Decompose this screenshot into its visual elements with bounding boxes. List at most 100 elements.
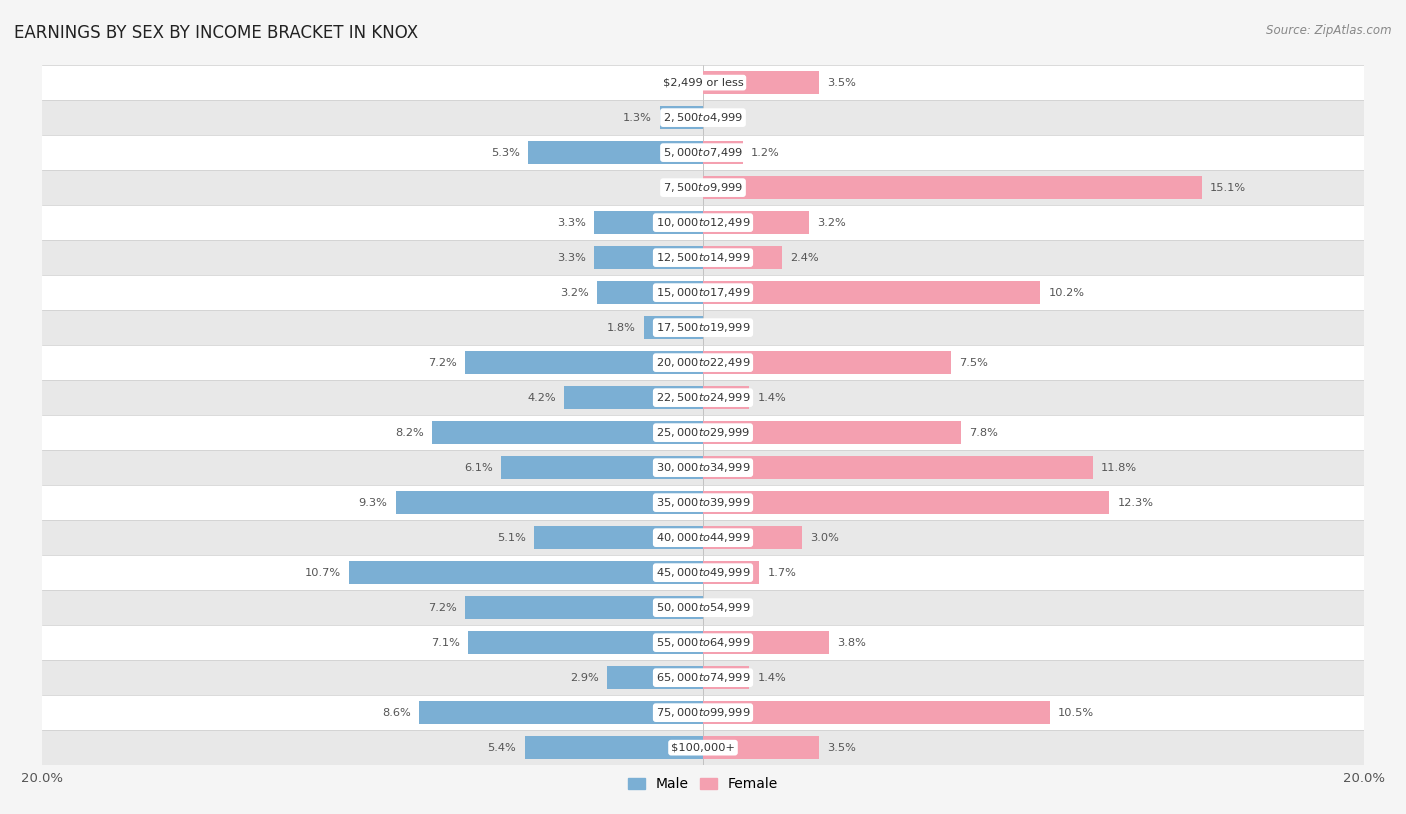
- Bar: [598, 282, 703, 304]
- Bar: [42, 380, 1364, 415]
- Bar: [42, 415, 1364, 450]
- Text: EARNINGS BY SEX BY INCOME BRACKET IN KNOX: EARNINGS BY SEX BY INCOME BRACKET IN KNO…: [14, 24, 418, 42]
- Text: 2.4%: 2.4%: [790, 252, 820, 263]
- Text: $100,000+: $100,000+: [671, 742, 735, 753]
- Text: 0.0%: 0.0%: [711, 112, 740, 123]
- Text: $25,000 to $29,999: $25,000 to $29,999: [655, 427, 751, 439]
- Bar: [42, 695, 1364, 730]
- Text: 8.2%: 8.2%: [395, 427, 423, 438]
- Bar: [644, 317, 703, 339]
- Bar: [703, 562, 759, 584]
- Bar: [703, 72, 818, 94]
- Bar: [703, 737, 818, 759]
- Text: 1.3%: 1.3%: [623, 112, 652, 123]
- Text: $55,000 to $64,999: $55,000 to $64,999: [655, 637, 751, 649]
- Bar: [703, 422, 960, 444]
- Text: $10,000 to $12,499: $10,000 to $12,499: [655, 217, 751, 229]
- Text: 7.2%: 7.2%: [427, 602, 457, 613]
- Text: $2,500 to $4,999: $2,500 to $4,999: [664, 112, 742, 124]
- Bar: [42, 590, 1364, 625]
- Bar: [502, 457, 703, 479]
- Text: 7.5%: 7.5%: [959, 357, 988, 368]
- Bar: [42, 450, 1364, 485]
- Text: 3.3%: 3.3%: [557, 252, 586, 263]
- Text: $7,500 to $9,999: $7,500 to $9,999: [664, 182, 742, 194]
- Text: 0.0%: 0.0%: [711, 602, 740, 613]
- Text: $12,500 to $14,999: $12,500 to $14,999: [655, 252, 751, 264]
- Text: 4.2%: 4.2%: [527, 392, 555, 403]
- Text: $65,000 to $74,999: $65,000 to $74,999: [655, 672, 751, 684]
- Text: $50,000 to $54,999: $50,000 to $54,999: [655, 602, 751, 614]
- Bar: [465, 597, 703, 619]
- Text: 10.7%: 10.7%: [305, 567, 342, 578]
- Text: $40,000 to $44,999: $40,000 to $44,999: [655, 532, 751, 544]
- Text: 7.8%: 7.8%: [969, 427, 998, 438]
- Bar: [42, 730, 1364, 765]
- Text: $35,000 to $39,999: $35,000 to $39,999: [655, 497, 751, 509]
- Bar: [42, 625, 1364, 660]
- Text: 0.0%: 0.0%: [666, 77, 695, 88]
- Text: 1.4%: 1.4%: [758, 392, 786, 403]
- Bar: [703, 352, 950, 374]
- Bar: [42, 520, 1364, 555]
- Text: 7.1%: 7.1%: [432, 637, 460, 648]
- Bar: [42, 485, 1364, 520]
- Bar: [42, 135, 1364, 170]
- Legend: Male, Female: Male, Female: [623, 772, 783, 797]
- Text: 5.3%: 5.3%: [491, 147, 520, 158]
- Bar: [395, 492, 703, 514]
- Text: Source: ZipAtlas.com: Source: ZipAtlas.com: [1267, 24, 1392, 37]
- Text: 3.5%: 3.5%: [827, 77, 856, 88]
- Text: $75,000 to $99,999: $75,000 to $99,999: [655, 707, 751, 719]
- Bar: [703, 177, 1202, 199]
- Text: 3.8%: 3.8%: [837, 637, 866, 648]
- Bar: [703, 212, 808, 234]
- Text: $20,000 to $22,499: $20,000 to $22,499: [655, 357, 751, 369]
- Bar: [42, 170, 1364, 205]
- Text: 1.8%: 1.8%: [606, 322, 636, 333]
- Text: 3.2%: 3.2%: [560, 287, 589, 298]
- Text: 7.2%: 7.2%: [427, 357, 457, 368]
- Text: 8.6%: 8.6%: [382, 707, 411, 718]
- Bar: [703, 632, 828, 654]
- Text: 2.9%: 2.9%: [571, 672, 599, 683]
- Bar: [465, 352, 703, 374]
- Bar: [350, 562, 703, 584]
- Bar: [703, 387, 749, 409]
- Text: 5.1%: 5.1%: [498, 532, 526, 543]
- Text: $2,499 or less: $2,499 or less: [662, 77, 744, 88]
- Bar: [659, 107, 703, 129]
- Bar: [703, 702, 1050, 724]
- Bar: [419, 702, 703, 724]
- Bar: [534, 527, 703, 549]
- Bar: [703, 667, 749, 689]
- Bar: [42, 240, 1364, 275]
- Bar: [593, 212, 703, 234]
- Text: $17,500 to $19,999: $17,500 to $19,999: [655, 322, 751, 334]
- Bar: [432, 422, 703, 444]
- Text: 1.7%: 1.7%: [768, 567, 796, 578]
- Text: 12.3%: 12.3%: [1118, 497, 1154, 508]
- Bar: [42, 555, 1364, 590]
- Text: 3.5%: 3.5%: [827, 742, 856, 753]
- Bar: [42, 275, 1364, 310]
- Text: 10.2%: 10.2%: [1049, 287, 1084, 298]
- Text: $30,000 to $34,999: $30,000 to $34,999: [655, 462, 751, 474]
- Bar: [42, 345, 1364, 380]
- Bar: [42, 205, 1364, 240]
- Bar: [42, 65, 1364, 100]
- Bar: [564, 387, 703, 409]
- Text: 10.5%: 10.5%: [1059, 707, 1094, 718]
- Bar: [703, 457, 1092, 479]
- Text: $22,500 to $24,999: $22,500 to $24,999: [655, 392, 751, 404]
- Text: 0.0%: 0.0%: [711, 322, 740, 333]
- Text: 3.3%: 3.3%: [557, 217, 586, 228]
- Bar: [703, 492, 1109, 514]
- Bar: [42, 100, 1364, 135]
- Text: 1.4%: 1.4%: [758, 672, 786, 683]
- Text: 11.8%: 11.8%: [1101, 462, 1137, 473]
- Bar: [703, 282, 1040, 304]
- Text: 3.2%: 3.2%: [817, 217, 846, 228]
- Bar: [703, 527, 801, 549]
- Text: 3.0%: 3.0%: [810, 532, 839, 543]
